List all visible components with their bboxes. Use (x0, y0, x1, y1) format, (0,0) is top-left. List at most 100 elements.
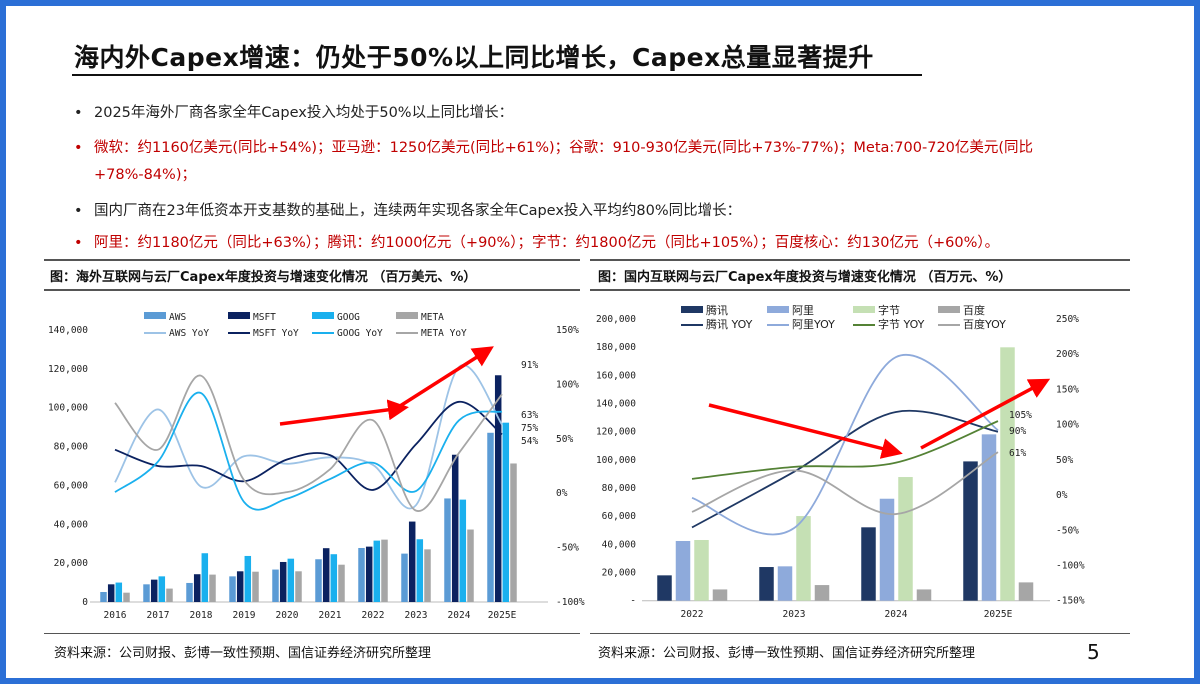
legend-swatch (396, 312, 418, 319)
trend-arrow (279, 399, 409, 426)
bar-META (424, 549, 431, 602)
page-title: 海内外Capex增速：仍处于50%以上同比增长，Capex总量显著提升 (74, 43, 874, 72)
divider (44, 289, 580, 291)
legend-label: 阿里YOY (792, 318, 835, 331)
bullet-2: • 微软：约1160亿美元(同比+54%)；亚马逊：1250亿美元(同比+61%)… (74, 140, 1034, 156)
y-left-tick-label: 180,000 (596, 342, 636, 353)
legend-label: MSFT YoY (253, 328, 299, 339)
bar-GOOG (115, 582, 123, 602)
bar-阿里 (879, 498, 895, 601)
y-right-tick-label: 150% (1056, 384, 1079, 395)
bar-字节 (898, 477, 913, 601)
y-left-tick-label: 0 (82, 597, 88, 608)
source-note: 资料来源：公司财报、彭博一致性预期、国信证券经济研究所整理 (598, 646, 976, 661)
y-right-tick-label: 100% (1056, 420, 1079, 431)
bar-GOOG (459, 499, 467, 602)
y-right-tick-label: -100% (556, 597, 585, 608)
end-value-label: 54% (521, 436, 538, 447)
bullet-text: 阿里：约1180亿元（同比+63%）；腾讯：约1000亿元（+90%）；字节：约… (94, 235, 1000, 251)
bar-META (166, 588, 173, 602)
x-tick-label: 2025E (984, 609, 1013, 620)
x-tick-label: 2024 (448, 610, 471, 621)
y-right-tick-label: 0% (556, 488, 568, 499)
y-left-tick-label: 60,000 (54, 480, 89, 491)
chart-title-domestic: 图：国内互联网与云厂Capex年度投资与增速变化情况 （百万元、%） (598, 270, 1012, 285)
legend-label: 腾讯 YOY (706, 317, 753, 331)
y-left-tick-label: 80,000 (54, 442, 89, 453)
bar-AWS (186, 582, 193, 602)
divider (44, 259, 580, 261)
bar-GOOG (330, 554, 338, 602)
end-value-label: 63% (521, 410, 538, 421)
bar-MSFT (494, 375, 502, 602)
x-tick-label: 2022 (362, 610, 385, 621)
trend-arrow (708, 403, 903, 459)
y-left-tick-label: 80,000 (602, 483, 637, 494)
bar-MSFT (193, 574, 201, 602)
source-note: 资料来源：公司财报、彭博一致性预期、国信证券经济研究所整理 (54, 646, 432, 661)
line-MSFT YoY (114, 400, 503, 491)
y-left-tick-label: 140,000 (596, 399, 636, 410)
legend-swatch (312, 312, 334, 319)
trend-arrow (399, 346, 494, 408)
bar-AWS (401, 553, 408, 602)
bullet-3: • 国内厂商在23年低资本开支基数的基础上，连续两年实现各家全年Capex投入平均… (74, 203, 742, 219)
page-number: 5 (1087, 640, 1100, 664)
x-tick-label: 2021 (319, 610, 342, 621)
end-value-label: 61% (1009, 448, 1026, 459)
bar-GOOG (244, 555, 252, 602)
y-right-tick-label: 250% (1056, 314, 1079, 325)
bar-MSFT (322, 548, 330, 602)
x-tick-label: 2016 (104, 610, 127, 621)
bar-MSFT (365, 546, 373, 602)
end-value-label: 105% (1009, 410, 1032, 421)
line-字节 YOY (691, 420, 999, 480)
legend-swatch (938, 306, 960, 313)
x-tick-label: 2025E (488, 610, 517, 621)
y-left-tick-label: - (630, 596, 636, 607)
y-left-tick-label: 100,000 (48, 403, 88, 414)
y-right-tick-label: 50% (556, 434, 573, 445)
bar-MSFT (150, 579, 158, 602)
bar-MSFT (107, 584, 115, 602)
legend-label: AWS YoY (169, 328, 209, 339)
bar-MSFT (451, 454, 459, 602)
end-value-label: 75% (521, 423, 538, 434)
bar-GOOG (201, 553, 209, 602)
trend-arrow (920, 378, 1051, 450)
x-tick-label: 2022 (681, 609, 704, 620)
bar-字节 (1000, 347, 1015, 601)
bar-阿里 (981, 434, 997, 601)
bar-百度 (814, 585, 830, 601)
bullet-text: 2025年海外厂商各家全年Capex投入均处于50%以上同比增长： (94, 105, 514, 121)
title-underline (72, 74, 922, 76)
y-left-tick-label: 200,000 (596, 314, 636, 325)
bar-META (209, 574, 216, 602)
y-left-tick-label: 40,000 (54, 519, 89, 530)
divider (590, 633, 1130, 634)
bar-腾讯 (963, 461, 978, 601)
divider (590, 259, 1130, 261)
legend-swatch (144, 312, 166, 319)
bar-AWS (272, 569, 279, 602)
bullet-2-cont: +78%-84%)； (94, 167, 196, 183)
bullet-1: • 2025年海外厂商各家全年Capex投入均处于50%以上同比增长： (74, 105, 514, 121)
y-right-tick-label: 50% (1056, 455, 1073, 466)
y-left-tick-label: 40,000 (602, 539, 637, 550)
bar-GOOG (502, 422, 510, 602)
x-tick-label: 2023 (405, 610, 428, 621)
legend-swatch (853, 306, 875, 313)
y-left-tick-label: 160,000 (596, 370, 636, 381)
line-GOOG YoY (114, 392, 503, 511)
bar-MSFT (236, 571, 244, 602)
x-tick-label: 2017 (147, 610, 170, 621)
bar-META (123, 592, 130, 602)
divider (44, 633, 580, 634)
divider (590, 289, 1130, 291)
legend-label: GOOG (337, 312, 360, 323)
y-left-tick-label: 20,000 (602, 568, 637, 579)
legend-swatch (767, 306, 789, 313)
bar-AWS (487, 432, 494, 602)
bar-META (467, 529, 474, 602)
